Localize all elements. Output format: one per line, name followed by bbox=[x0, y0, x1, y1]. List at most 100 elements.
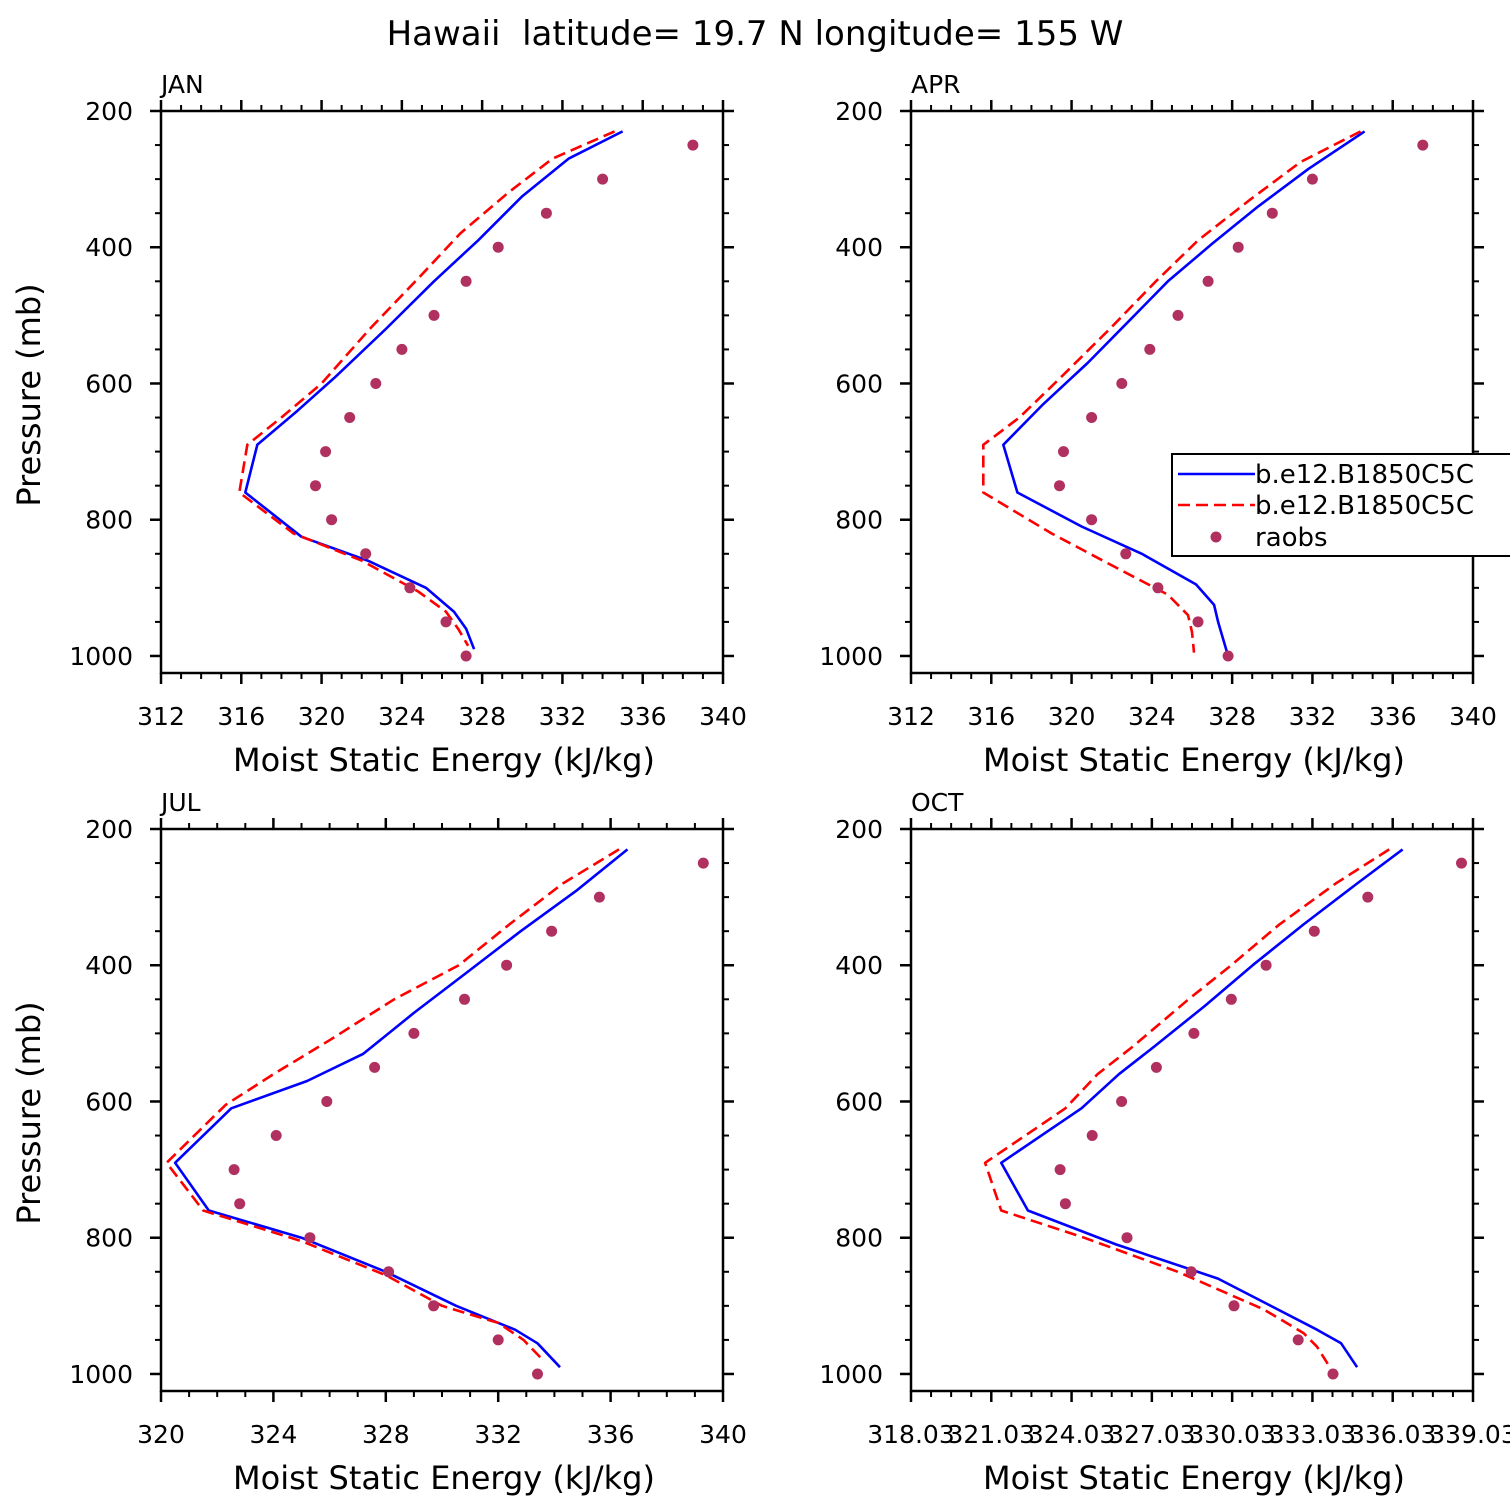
x-tick-label: 336 bbox=[619, 702, 667, 731]
raobs-point bbox=[492, 241, 504, 253]
x-tick-label: 328 bbox=[1208, 702, 1256, 731]
raobs-point bbox=[1116, 1096, 1128, 1107]
raobs-point bbox=[1086, 1130, 1098, 1141]
raobs-point bbox=[1260, 959, 1272, 971]
raobs-point bbox=[344, 412, 356, 423]
raobs-point bbox=[1188, 1027, 1200, 1039]
panel-label: OCT bbox=[911, 788, 964, 817]
panel-oct: 318.03321.03324.03327.03330.03333.03336.… bbox=[819, 788, 1510, 1497]
raobs-point bbox=[1292, 1334, 1304, 1346]
y-tick-label: 800 bbox=[835, 1224, 883, 1253]
series-solid-line bbox=[1002, 130, 1366, 657]
panel-label: JUL bbox=[159, 788, 201, 817]
x-axis-label: Moist Static Energy (kJ/kg) bbox=[233, 741, 655, 779]
raobs-point bbox=[597, 173, 609, 185]
x-tick-label: 324 bbox=[250, 1420, 298, 1449]
legend-entry-label: raobs bbox=[1255, 523, 1328, 553]
y-tick-label: 200 bbox=[835, 815, 883, 844]
raobs-point bbox=[404, 582, 416, 594]
figure-title: Hawaii latitude= 19.7 N longitude= 155 W bbox=[387, 14, 1124, 54]
raobs-point bbox=[1054, 1164, 1066, 1176]
raobs-point bbox=[321, 1096, 333, 1107]
raobs-point bbox=[1086, 514, 1098, 526]
x-tick-label: 336.03 bbox=[1349, 1420, 1436, 1449]
raobs-point bbox=[501, 959, 513, 971]
x-tick-label: 332 bbox=[539, 702, 587, 731]
x-tick-label: 339.03 bbox=[1429, 1420, 1510, 1449]
y-tick-label: 1000 bbox=[69, 642, 133, 671]
raobs-point bbox=[428, 309, 440, 321]
y-axis-label: Pressure (mb) bbox=[10, 283, 48, 506]
x-tick-label: 330.03 bbox=[1188, 1420, 1275, 1449]
x-tick-label: 316 bbox=[217, 702, 265, 731]
raobs-point bbox=[1225, 993, 1237, 1005]
raobs-point bbox=[460, 650, 472, 662]
raobs-point bbox=[1362, 891, 1374, 903]
x-tick-label: 328 bbox=[458, 702, 506, 731]
raobs-point bbox=[1152, 582, 1164, 594]
raobs-point bbox=[1058, 446, 1069, 458]
x-tick-label: 324.03 bbox=[1028, 1420, 1115, 1449]
raobs-point bbox=[1456, 857, 1467, 869]
y-tick-label: 200 bbox=[85, 815, 133, 844]
y-tick-label: 200 bbox=[85, 97, 133, 126]
x-axis-label: Moist Static Energy (kJ/kg) bbox=[983, 1459, 1405, 1497]
plot-frame bbox=[909, 827, 1475, 1393]
raobs-point bbox=[1232, 241, 1244, 253]
raobs-point bbox=[360, 548, 372, 560]
x-tick-label: 336 bbox=[587, 1420, 635, 1449]
raobs-point bbox=[1054, 480, 1065, 492]
x-tick-label: 324 bbox=[1128, 702, 1176, 731]
raobs-point bbox=[1192, 616, 1204, 628]
raobs-point bbox=[460, 275, 472, 287]
y-tick-label: 1000 bbox=[819, 1360, 883, 1389]
y-tick-label: 400 bbox=[835, 951, 883, 980]
raobs-point bbox=[1059, 1198, 1071, 1210]
raobs-point bbox=[228, 1164, 240, 1176]
raobs-point bbox=[546, 925, 558, 937]
legend-marker-raobs bbox=[1210, 531, 1222, 543]
raobs-point bbox=[492, 1334, 504, 1346]
y-tick-label: 200 bbox=[835, 97, 883, 126]
y-tick-label: 600 bbox=[85, 369, 133, 398]
legend-box bbox=[1171, 453, 1510, 557]
x-tick-label: 312 bbox=[887, 702, 935, 731]
x-tick-label: 340 bbox=[699, 1420, 747, 1449]
x-tick-label: 312 bbox=[137, 702, 185, 731]
raobs-point bbox=[370, 378, 382, 389]
raobs-point bbox=[1172, 309, 1184, 321]
series-dashed-line bbox=[238, 130, 616, 647]
raobs-point bbox=[369, 1061, 381, 1073]
raobs-point bbox=[1222, 650, 1234, 662]
raobs-point bbox=[1086, 412, 1098, 423]
raobs-point bbox=[440, 616, 452, 628]
raobs-point bbox=[687, 139, 699, 151]
raobs-point bbox=[270, 1130, 282, 1141]
series-solid-line bbox=[173, 848, 629, 1369]
raobs-point bbox=[697, 857, 709, 869]
series-dashed-line bbox=[982, 130, 1362, 653]
y-tick-label: 600 bbox=[835, 369, 883, 398]
x-tick-label: 320 bbox=[298, 702, 346, 731]
panel-label: JAN bbox=[159, 70, 204, 99]
x-axis-label: Moist Static Energy (kJ/kg) bbox=[983, 741, 1405, 779]
x-tick-label: 332 bbox=[1289, 702, 1337, 731]
panel-label: APR bbox=[911, 70, 961, 99]
y-axis-label: Pressure (mb) bbox=[10, 1001, 48, 1224]
raobs-point bbox=[1327, 1368, 1339, 1380]
legend-entry-label: b.e12.B1850C5C bbox=[1255, 491, 1474, 521]
x-tick-label: 340 bbox=[699, 702, 747, 731]
plot-frame bbox=[159, 109, 725, 675]
raobs-point bbox=[1116, 378, 1128, 389]
x-tick-label: 340 bbox=[1449, 702, 1497, 731]
x-tick-label: 324 bbox=[378, 702, 426, 731]
raobs-point bbox=[1228, 1300, 1240, 1312]
y-tick-label: 1000 bbox=[819, 642, 883, 671]
raobs-point bbox=[459, 993, 470, 1005]
series-dashed-line bbox=[983, 848, 1390, 1365]
plot-frame bbox=[909, 109, 1475, 675]
panel-jan: 312 316 320 324 328 332 336 340 200 400 600 800 1000… bbox=[10, 70, 747, 779]
raobs-point bbox=[1308, 925, 1320, 937]
legend-entry-label: b.e12.B1850C5C bbox=[1255, 460, 1474, 490]
